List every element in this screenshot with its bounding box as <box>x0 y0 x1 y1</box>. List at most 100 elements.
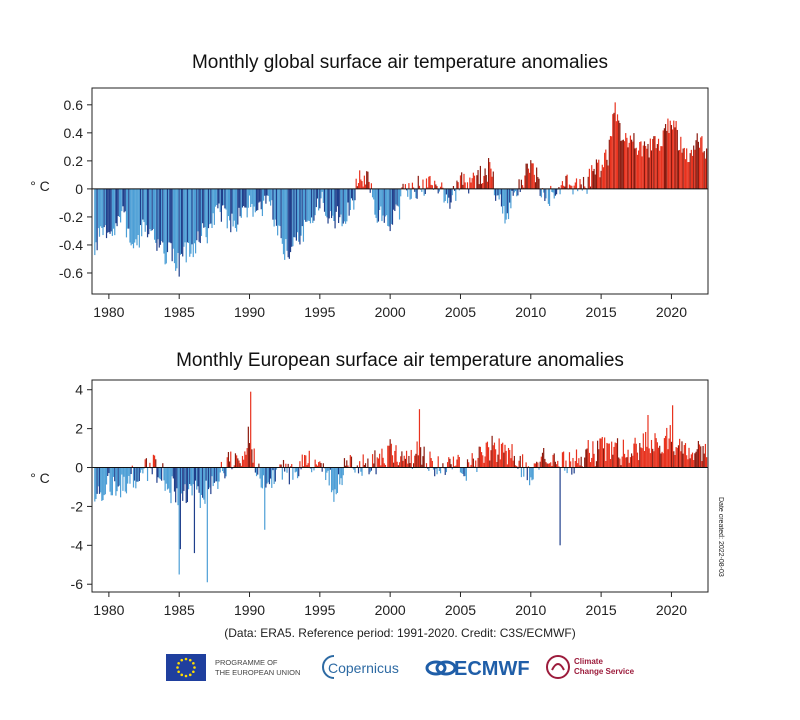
bar <box>475 460 477 468</box>
bar <box>152 188 155 229</box>
bar <box>153 455 156 468</box>
bar <box>491 435 493 468</box>
bar <box>151 188 153 231</box>
bar <box>620 140 622 189</box>
bar <box>258 463 260 468</box>
bar <box>226 457 228 468</box>
x-tick-label: 2005 <box>445 304 476 320</box>
bar <box>565 175 567 189</box>
bar <box>398 188 401 220</box>
bar <box>161 188 163 242</box>
ecmwf-wordmark: ECMWF <box>454 658 530 680</box>
bar <box>120 467 122 498</box>
bar <box>95 188 97 243</box>
bar <box>580 456 582 468</box>
bar <box>362 186 364 189</box>
bar <box>525 163 527 189</box>
bar <box>228 188 231 221</box>
bar <box>612 454 614 468</box>
bar <box>551 465 553 468</box>
bar <box>427 467 429 469</box>
bar <box>664 124 667 189</box>
bar <box>572 457 574 468</box>
bar <box>422 179 424 189</box>
bar <box>380 188 382 207</box>
bar <box>272 188 274 220</box>
bar <box>342 188 344 224</box>
bar <box>123 467 125 477</box>
bar <box>391 188 394 225</box>
bar <box>540 456 542 468</box>
bar <box>322 188 324 203</box>
bar <box>697 141 699 189</box>
bar <box>646 446 648 468</box>
bar <box>609 136 612 189</box>
bar <box>95 467 97 499</box>
bar <box>237 458 239 468</box>
bar <box>260 467 262 488</box>
bar <box>545 462 547 468</box>
bar <box>299 188 301 245</box>
bar <box>264 188 266 196</box>
bar <box>254 188 256 213</box>
bar <box>279 464 281 468</box>
bar <box>520 179 523 189</box>
bar <box>580 184 582 189</box>
bar <box>470 182 472 189</box>
bar <box>505 188 507 220</box>
bar <box>117 467 119 487</box>
bar <box>191 188 193 245</box>
bar <box>477 170 479 189</box>
bar <box>292 188 294 247</box>
bar <box>472 458 474 468</box>
bar <box>439 467 442 474</box>
bar <box>579 179 581 189</box>
bar <box>216 188 218 206</box>
bar <box>110 467 112 496</box>
bar <box>152 454 155 468</box>
bar <box>261 188 264 217</box>
bar <box>116 188 118 227</box>
bar <box>606 159 608 189</box>
bar <box>611 136 613 189</box>
bar <box>321 467 323 472</box>
bar <box>102 467 104 501</box>
bar <box>507 447 510 468</box>
climate-change-service-logo <box>546 655 570 679</box>
bar <box>333 188 335 221</box>
y-tick-label: 0 <box>75 460 83 476</box>
bar <box>103 467 105 496</box>
bar <box>144 188 146 232</box>
bar <box>697 440 699 468</box>
bar <box>405 450 408 468</box>
bar <box>600 170 602 189</box>
bar <box>627 147 629 189</box>
bar <box>532 467 534 480</box>
bar <box>94 188 96 256</box>
bar <box>363 175 365 189</box>
bar <box>294 188 296 238</box>
bar <box>633 443 635 468</box>
bar <box>189 188 191 257</box>
bar <box>550 462 552 468</box>
bar <box>363 465 365 468</box>
bar <box>629 457 632 468</box>
bar <box>153 188 156 240</box>
bar <box>225 188 227 210</box>
bar <box>353 188 355 210</box>
bar <box>404 458 406 468</box>
bar <box>594 466 596 468</box>
bar <box>271 467 273 488</box>
bar <box>257 467 259 475</box>
bar <box>548 463 551 468</box>
bar <box>437 456 439 468</box>
bar <box>272 467 274 471</box>
bar <box>225 467 227 477</box>
bar <box>698 147 701 189</box>
climate-service-label: Climate <box>574 657 603 666</box>
bar <box>366 171 368 189</box>
bar <box>457 182 459 189</box>
bar <box>672 129 674 189</box>
bar <box>255 467 258 477</box>
bar <box>465 467 467 481</box>
